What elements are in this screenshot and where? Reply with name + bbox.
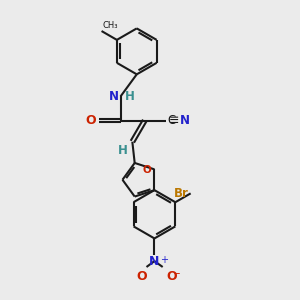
Text: H: H [124,90,134,103]
Text: Br: Br [174,187,189,200]
Text: N: N [149,255,160,268]
Text: O: O [86,114,96,127]
Text: H: H [118,144,128,157]
Text: ⁻: ⁻ [173,270,180,283]
Text: ≡: ≡ [168,114,179,127]
Text: O: O [142,165,151,175]
Text: N: N [179,114,189,127]
Text: C: C [167,114,175,127]
Text: +: + [160,255,168,265]
Text: N: N [109,90,119,103]
Text: CH₃: CH₃ [103,21,118,30]
Text: O: O [166,270,177,283]
Text: O: O [137,270,147,283]
